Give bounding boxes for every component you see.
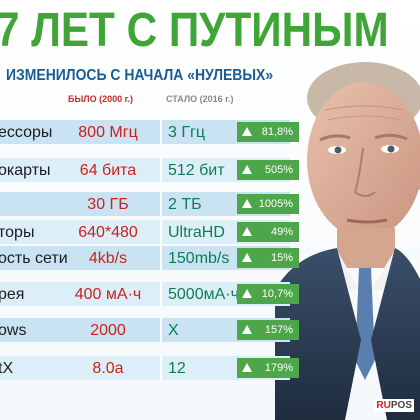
value-now: 12 bbox=[168, 360, 186, 377]
arrow-up-icon bbox=[242, 325, 252, 334]
value-was: 4kb/s bbox=[88, 250, 128, 267]
change-value: 10,7% bbox=[261, 288, 293, 300]
arrow-up-icon bbox=[242, 227, 252, 236]
change-badge: 10,7% bbox=[237, 284, 299, 304]
arrow-up-icon bbox=[242, 289, 252, 298]
change-badge: 157% bbox=[237, 320, 299, 340]
arrow-up-icon bbox=[242, 165, 252, 174]
row-label: рея bbox=[0, 286, 25, 303]
change-value: 157% bbox=[264, 324, 293, 336]
change-badge: 81,8% bbox=[237, 122, 299, 142]
change-badge: 15% bbox=[237, 248, 299, 268]
change-value: 179% bbox=[264, 362, 293, 374]
row-label: окарты bbox=[0, 162, 51, 179]
value-was: 64 бита bbox=[79, 162, 137, 179]
row-label: ость сети bbox=[0, 250, 68, 267]
watermark-logo: RUPOS bbox=[374, 399, 414, 412]
column-header-now: СТАЛО (2016 г.) bbox=[166, 94, 234, 104]
value-now: 5000мА·ч bbox=[168, 286, 239, 303]
row-label: tX bbox=[0, 360, 14, 377]
page-subtitle: ИЗМЕНИЛОСЬ С НАЧАЛА «НУЛЕВЫХ» bbox=[6, 67, 274, 84]
value-now: X bbox=[168, 322, 179, 339]
value-was: 30 ГБ bbox=[87, 196, 129, 213]
row-label: торы bbox=[0, 224, 35, 241]
change-value: 1005% bbox=[258, 198, 293, 210]
value-was: 800 Мгц bbox=[78, 124, 138, 141]
table-row: рея 400 мА·ч 5000мА·ч 10,7% bbox=[0, 278, 340, 310]
arrow-up-icon bbox=[242, 363, 252, 372]
arrow-up-icon bbox=[242, 199, 252, 208]
change-value: 81,8% bbox=[261, 126, 293, 138]
value-now: 150mb/s bbox=[168, 250, 230, 267]
value-now: 2 ТБ bbox=[168, 196, 202, 213]
table-row: ows 2000 X 157% bbox=[0, 314, 340, 346]
value-was: 400 мА·ч bbox=[74, 286, 142, 303]
table-row: tX 8.0a 12 179% bbox=[0, 352, 340, 384]
table-row: ость сети 4kb/s 150mb/s 15% bbox=[0, 242, 340, 274]
value-was: 8.0a bbox=[92, 360, 124, 377]
arrow-up-icon bbox=[242, 253, 252, 262]
change-badge: 505% bbox=[237, 160, 299, 180]
arrow-up-icon bbox=[242, 127, 252, 136]
row-label: ows bbox=[0, 322, 27, 339]
change-badge: 179% bbox=[237, 358, 299, 378]
table-row: торы 640*480 UltraHD 49% bbox=[0, 216, 340, 248]
value-now: 512 бит bbox=[168, 162, 225, 179]
value-was: 2000 bbox=[90, 322, 126, 339]
value-now: 3 Ггц bbox=[168, 124, 206, 141]
change-value: 49% bbox=[270, 226, 293, 238]
column-header-was: БЫЛО (2000 г.) bbox=[68, 94, 133, 104]
page-title: 7 ЛЕТ С ПУТИНЫМ bbox=[0, 4, 389, 57]
table-row: окарты 64 бита 512 бит 505% bbox=[0, 154, 340, 186]
change-badge: 1005% bbox=[237, 194, 299, 214]
table-row: ессоры 800 Мгц 3 Ггц 81,8% bbox=[0, 116, 340, 148]
value-now: UltraHD bbox=[168, 224, 225, 241]
change-value: 15% bbox=[270, 252, 293, 264]
change-badge: 49% bbox=[237, 222, 299, 242]
change-value: 505% bbox=[264, 164, 293, 176]
table-row: 30 ГБ 2 ТБ 1005% bbox=[0, 188, 340, 220]
row-label: ессоры bbox=[0, 124, 53, 141]
value-was: 640*480 bbox=[78, 224, 138, 241]
